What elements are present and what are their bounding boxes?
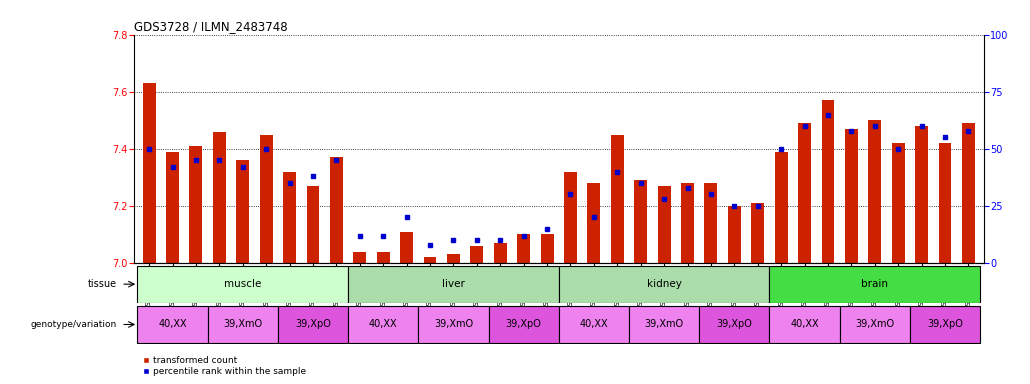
Bar [611,134,624,263]
Bar [681,183,694,263]
Text: 39,XmO: 39,XmO [645,319,684,329]
Bar [423,257,437,263]
Text: 39,XmO: 39,XmO [855,319,894,329]
Bar [705,183,717,263]
Bar [208,306,278,343]
Bar [728,206,741,263]
Bar [559,266,769,303]
Text: 40,XX: 40,XX [790,319,819,329]
Bar [938,143,952,263]
Bar [845,129,858,263]
Bar [587,183,600,263]
Bar [283,172,296,263]
Bar [353,252,367,263]
Bar [307,186,319,263]
Bar [377,252,389,263]
Bar [634,180,647,263]
Bar [798,123,811,263]
Bar [541,235,553,263]
Bar [401,232,413,263]
Text: 39,XpO: 39,XpO [506,319,542,329]
Bar [348,266,559,303]
Text: 39,XmO: 39,XmO [224,319,263,329]
Bar [278,306,348,343]
Text: muscle: muscle [225,279,262,289]
Bar [330,157,343,263]
Text: liver: liver [442,279,465,289]
Bar [143,83,156,263]
Bar [916,126,928,263]
Text: brain: brain [861,279,888,289]
Bar [769,266,981,303]
Text: 39,XmO: 39,XmO [434,319,473,329]
Bar [166,152,179,263]
Bar [822,100,834,263]
Text: 39,XpO: 39,XpO [295,319,331,329]
Text: 40,XX: 40,XX [159,319,186,329]
Bar [892,143,904,263]
Text: GDS3728 / ILMN_2483748: GDS3728 / ILMN_2483748 [134,20,287,33]
Bar [699,306,769,343]
Bar [775,152,788,263]
Bar [658,186,671,263]
Bar [348,306,418,343]
Text: 39,XpO: 39,XpO [927,319,963,329]
Bar [190,146,202,263]
Bar [517,235,530,263]
Bar [488,306,558,343]
Text: 40,XX: 40,XX [580,319,608,329]
Text: genotype/variation: genotype/variation [31,320,116,329]
Bar [493,243,507,263]
Bar [447,255,459,263]
Bar [564,172,577,263]
Bar [236,160,249,263]
Bar [909,306,981,343]
Text: tissue: tissue [88,279,116,289]
Bar [751,203,764,263]
Bar [137,306,208,343]
Legend: transformed count, percentile rank within the sample: transformed count, percentile rank withi… [138,353,310,379]
Text: kidney: kidney [647,279,682,289]
Text: 40,XX: 40,XX [369,319,398,329]
Bar [418,306,488,343]
Bar [868,120,882,263]
Text: 39,XpO: 39,XpO [717,319,752,329]
Bar [471,246,483,263]
Bar [260,134,273,263]
Bar [962,123,974,263]
Bar [629,306,699,343]
Bar [839,306,909,343]
Bar [769,306,839,343]
Bar [213,132,226,263]
Bar [559,306,629,343]
Bar [137,266,348,303]
